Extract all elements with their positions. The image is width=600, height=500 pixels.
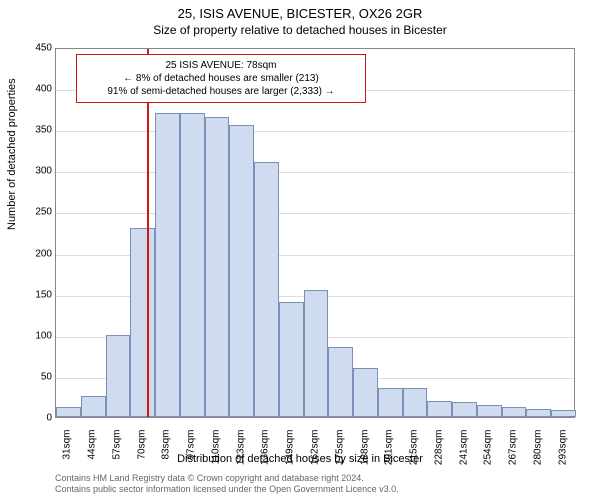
histogram-bar xyxy=(130,228,155,417)
histogram-bar xyxy=(304,290,329,417)
histogram-bar xyxy=(551,410,576,417)
y-tick-label: 150 xyxy=(22,289,52,300)
histogram-bar xyxy=(229,125,254,417)
histogram-bar xyxy=(477,405,502,417)
y-tick-label: 450 xyxy=(22,43,52,54)
y-tick-label: 50 xyxy=(22,371,52,382)
histogram-bar xyxy=(353,368,378,417)
histogram-bar xyxy=(106,335,131,417)
histogram-bar xyxy=(81,396,106,417)
y-axis-label: Number of detached properties xyxy=(6,78,18,230)
grid-line xyxy=(56,172,574,173)
y-tick-label: 400 xyxy=(22,84,52,95)
y-tick-label: 250 xyxy=(22,207,52,218)
footer-attribution: Contains HM Land Registry data © Crown c… xyxy=(55,473,399,496)
chart-subtitle: Size of property relative to detached ho… xyxy=(0,21,600,37)
histogram-bar xyxy=(403,388,428,417)
page-title: 25, ISIS AVENUE, BICESTER, OX26 2GR xyxy=(0,0,600,21)
histogram-bar xyxy=(279,302,304,417)
annotation-line: 91% of semi-detached houses are larger (… xyxy=(85,85,357,98)
y-tick-label: 300 xyxy=(22,166,52,177)
histogram-bar xyxy=(526,409,551,417)
y-tick-label: 0 xyxy=(22,413,52,424)
annotation-box: 25 ISIS AVENUE: 78sqm← 8% of detached ho… xyxy=(76,54,366,103)
y-tick-label: 200 xyxy=(22,248,52,259)
histogram-bar xyxy=(155,113,180,417)
y-tick-label: 350 xyxy=(22,125,52,136)
histogram-bar xyxy=(254,162,279,417)
grid-line xyxy=(56,131,574,132)
histogram-bar xyxy=(328,347,353,417)
chart-plot-area: 25 ISIS AVENUE: 78sqm← 8% of detached ho… xyxy=(55,48,575,418)
reference-line xyxy=(147,49,149,417)
histogram-bar xyxy=(180,113,205,417)
annotation-line: ← 8% of detached houses are smaller (213… xyxy=(85,72,357,85)
histogram-bar xyxy=(205,117,230,417)
footer-line2: Contains public sector information licen… xyxy=(55,484,399,496)
histogram-bar xyxy=(378,388,403,417)
histogram-bar xyxy=(452,402,477,417)
histogram-bar xyxy=(56,407,81,417)
histogram-bar xyxy=(502,407,527,417)
grid-line xyxy=(56,213,574,214)
footer-line1: Contains HM Land Registry data © Crown c… xyxy=(55,473,399,485)
histogram-bar xyxy=(427,401,452,417)
y-tick-label: 100 xyxy=(22,330,52,341)
annotation-line: 25 ISIS AVENUE: 78sqm xyxy=(85,59,357,72)
x-axis-label: Distribution of detached houses by size … xyxy=(0,453,600,465)
